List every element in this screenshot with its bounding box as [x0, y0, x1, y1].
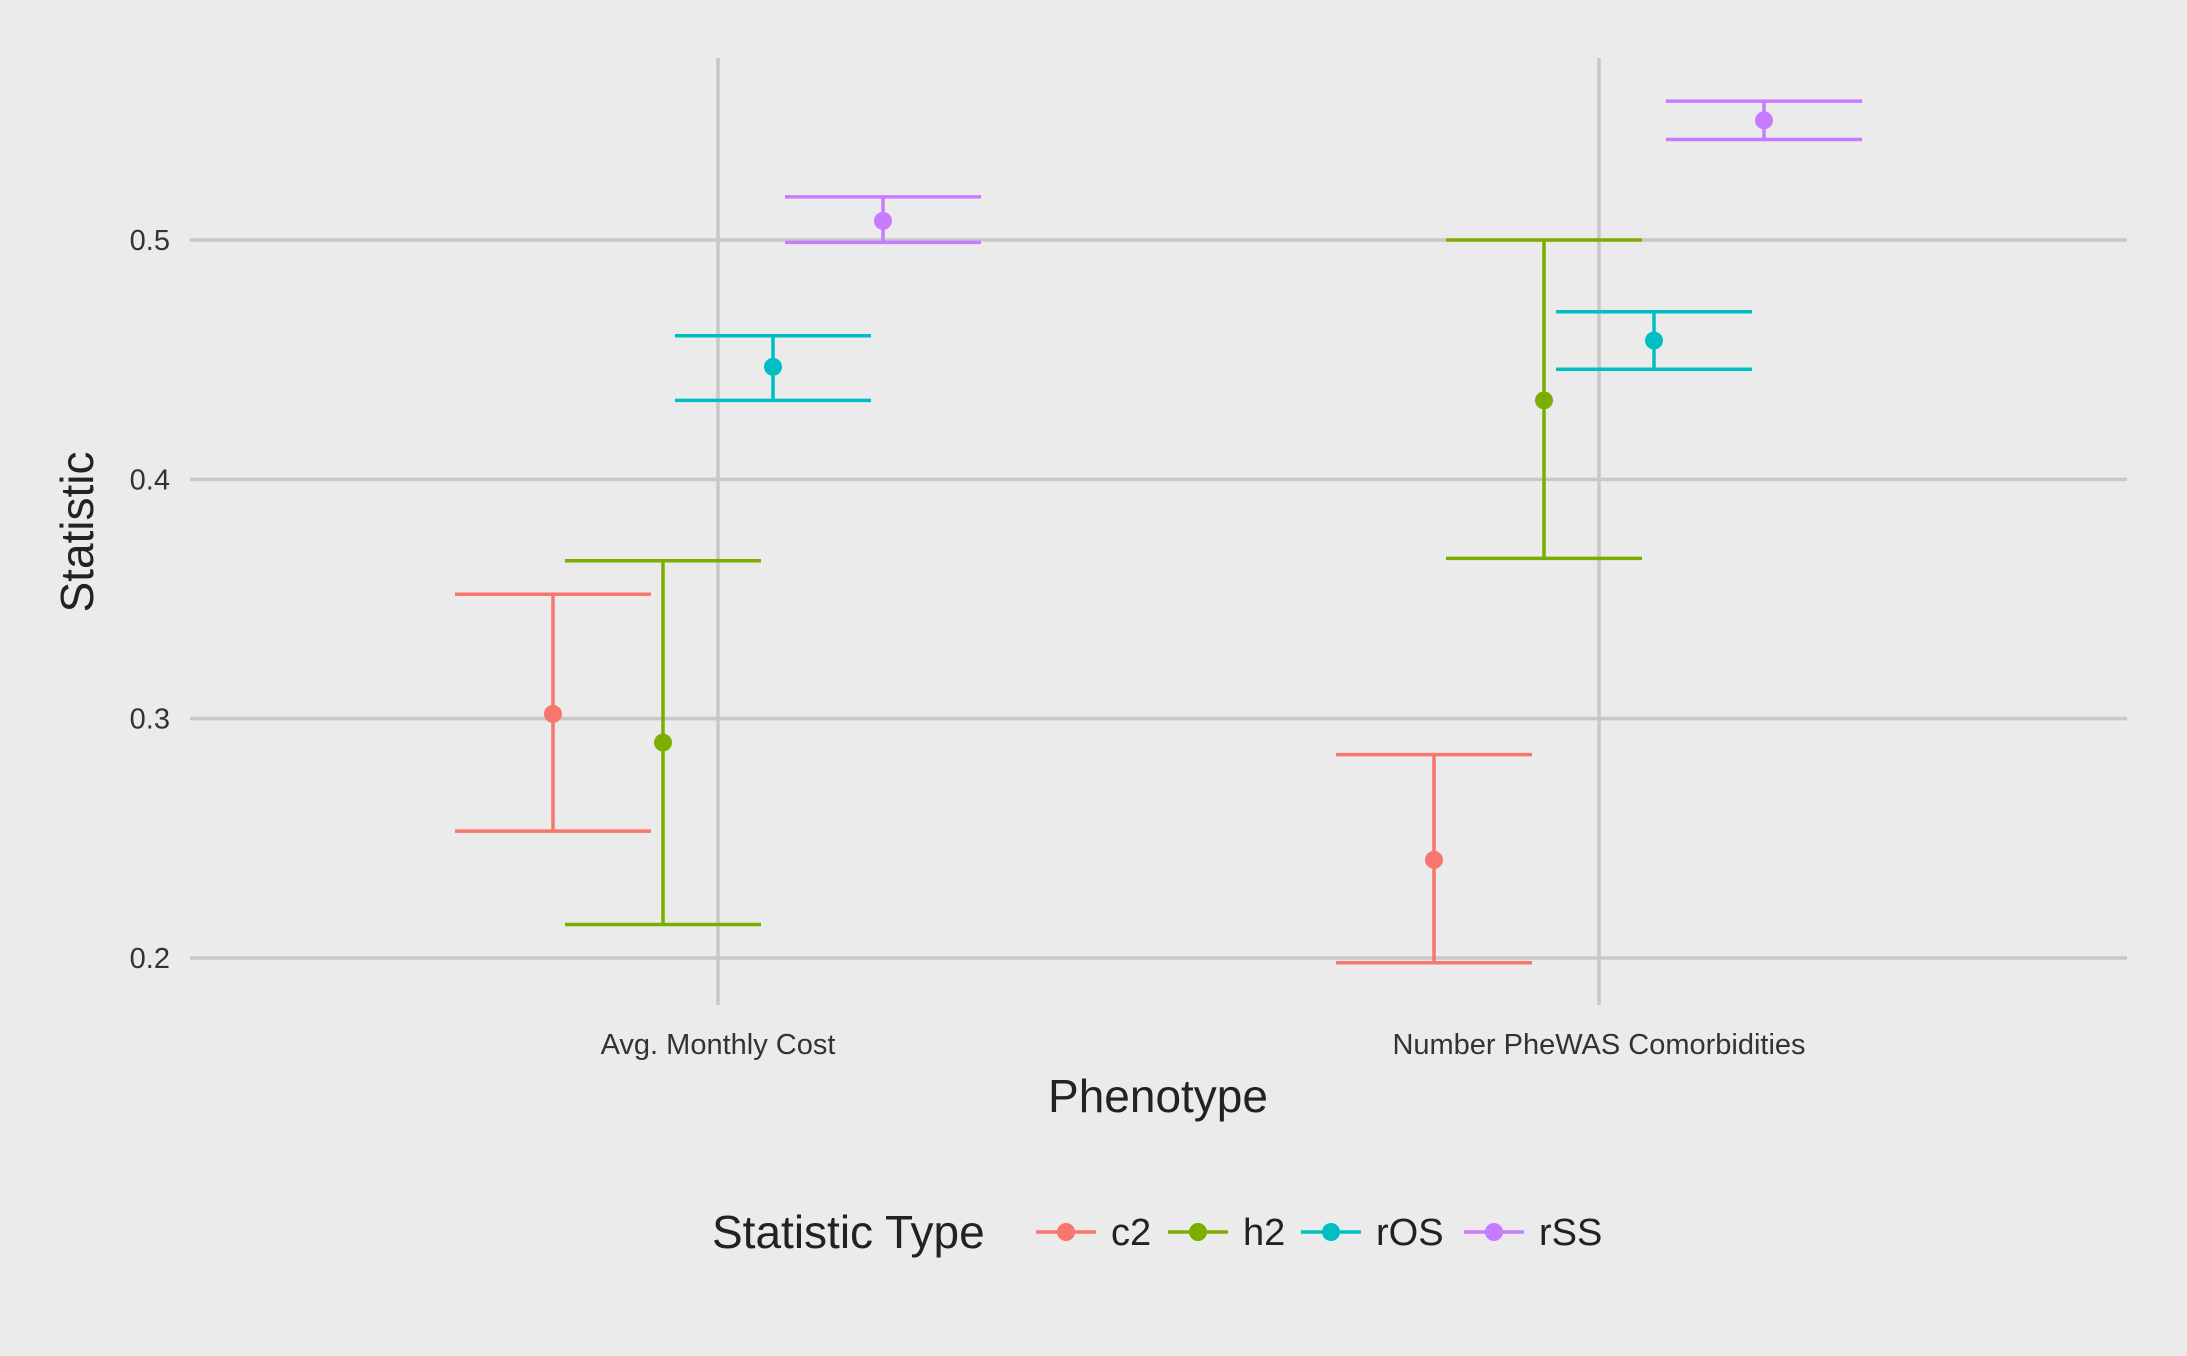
legend-key-point: [1322, 1223, 1340, 1241]
legend-item-rOS: rOS: [1301, 1212, 1444, 1254]
legend-label: h2: [1243, 1212, 1285, 1254]
errorbar-rSS: [785, 195, 981, 245]
legend-label: c2: [1111, 1212, 1151, 1254]
errorbar-c2: [1336, 752, 1532, 965]
legend-key-point: [1189, 1223, 1207, 1241]
axis-layer: Statistic Phenotype 0.2 0.3 0.4 0.5 Avg. Mon…: [51, 225, 1806, 1122]
data-point: [544, 704, 562, 723]
data-point: [874, 211, 892, 230]
errorbar-rSS: [1666, 99, 1862, 142]
errorbar-c2: [455, 592, 651, 833]
legend-label: rOS: [1376, 1212, 1444, 1254]
x-tick-label: Avg. Monthly Cost: [601, 1029, 836, 1061]
legend-item-c2: c2: [1036, 1212, 1151, 1254]
y-tick-label: 0.3: [130, 704, 170, 736]
data-point: [1535, 391, 1553, 410]
data-point: [1425, 850, 1443, 869]
data-layer: [455, 99, 1862, 965]
errorbar-h2: [565, 558, 761, 927]
legend-item-h2: h2: [1168, 1212, 1285, 1254]
legend: Statistic Type c2 h2 rOS rSS: [712, 1206, 1602, 1258]
y-tick-label: 0.5: [130, 225, 170, 257]
errorbar-rOS: [1556, 310, 1752, 371]
x-axis-title: Phenotype: [1048, 1070, 1268, 1122]
x-tick-label: Number PheWAS Comorbidities: [1392, 1029, 1805, 1061]
data-point: [1645, 331, 1663, 350]
y-tick-label: 0.2: [130, 943, 170, 975]
errorbar-h2: [1446, 238, 1642, 561]
y-axis-title: Statistic: [51, 451, 103, 612]
data-point: [654, 733, 672, 752]
data-point: [764, 357, 782, 376]
errorbar-rOS: [675, 333, 871, 403]
legend-title: Statistic Type: [712, 1206, 985, 1258]
legend-key-point: [1057, 1223, 1075, 1241]
legend-key-point: [1485, 1223, 1503, 1241]
legend-label: rSS: [1539, 1212, 1602, 1254]
legend-item-rSS: rSS: [1464, 1212, 1602, 1254]
grid-layer: [190, 58, 2127, 1005]
data-point: [1755, 111, 1773, 130]
y-tick-label: 0.4: [130, 464, 170, 496]
